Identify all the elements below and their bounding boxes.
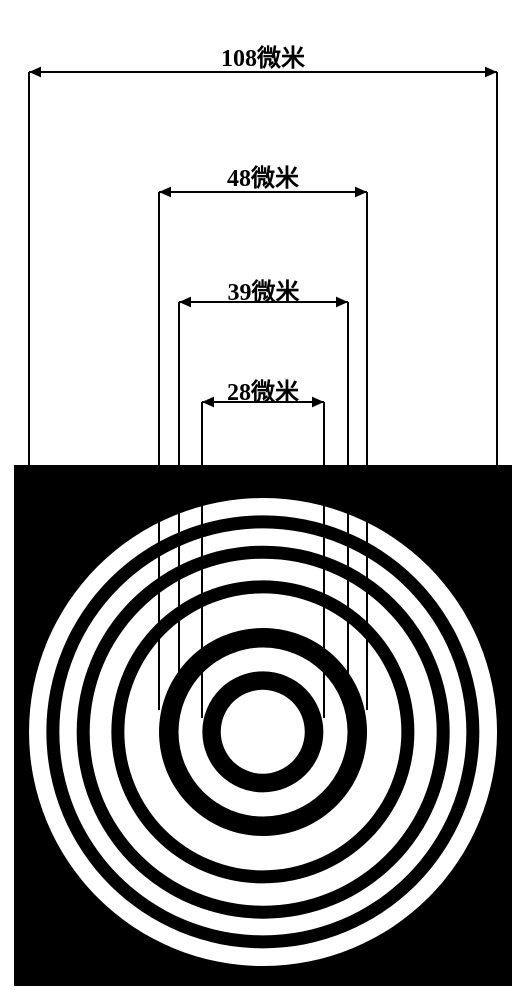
dimension-label-3: 28微米	[213, 372, 313, 407]
ring-diagram-area	[0, 465, 527, 1000]
dimension-label-2: 39微米	[214, 272, 314, 307]
dimension-label-1: 48微米	[213, 158, 313, 193]
dimension-label-0: 108微米	[213, 38, 313, 73]
dimension-labels-area: 108微米 48微米 39微米 28微米	[0, 0, 527, 465]
